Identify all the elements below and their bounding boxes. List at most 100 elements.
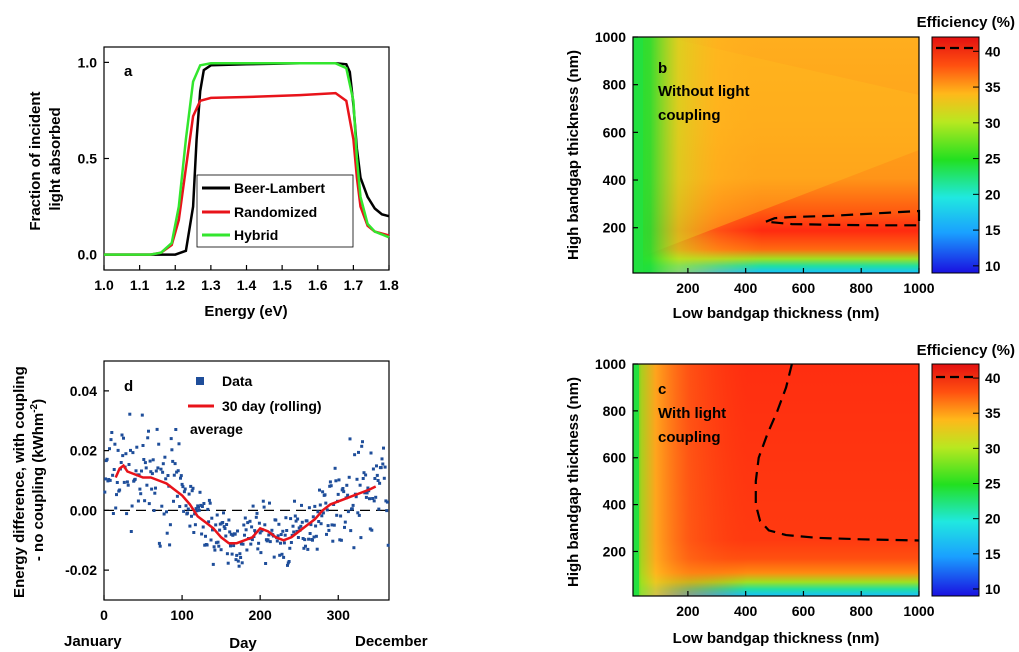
x-tick-label: 1.2	[166, 277, 186, 293]
panel-d-y-axis-label: Energy difference, with coupling - no co…	[11, 362, 47, 598]
data-point	[275, 539, 279, 543]
panel-c-plot-area	[632, 363, 920, 597]
data-point	[255, 511, 259, 515]
data-point	[211, 528, 214, 532]
data-point	[331, 539, 335, 543]
data-point	[217, 544, 221, 548]
data-point	[372, 499, 376, 503]
data-point	[351, 503, 355, 507]
data-point	[141, 444, 145, 447]
colorbar-tick-label: 25	[985, 151, 1001, 167]
y-tick-label: 0.5	[78, 151, 98, 167]
y-tick-label: 1000	[595, 356, 626, 372]
data-point	[165, 510, 168, 514]
data-point	[135, 445, 139, 449]
data-point	[377, 507, 381, 511]
data-point	[201, 525, 205, 529]
panel-d-january-label: January	[64, 633, 122, 650]
data-point	[145, 483, 149, 487]
data-point	[182, 509, 186, 513]
data-point	[361, 477, 365, 480]
data-point	[181, 485, 185, 489]
data-point	[306, 547, 310, 551]
data-point	[382, 446, 385, 450]
series-line-randomized	[104, 91, 390, 256]
data-point	[346, 493, 350, 497]
panel-b-colorbar-ticks: 10 15 20 25 30 35 40	[973, 43, 1001, 274]
data-point	[284, 516, 288, 520]
data-point	[294, 519, 298, 523]
data-point	[218, 522, 222, 526]
data-point	[164, 477, 168, 481]
data-point	[339, 538, 343, 542]
data-point	[301, 537, 305, 540]
data-point	[168, 543, 172, 547]
data-point	[244, 528, 248, 532]
panel-d-y-ticks: -0.02 0.00 0.02 0.04	[65, 383, 109, 578]
x-tick-label: 1.3	[201, 277, 221, 293]
data-point	[357, 513, 361, 517]
data-point	[251, 504, 255, 508]
data-point	[202, 502, 206, 505]
data-point	[363, 491, 367, 495]
x-tick-label: 1000	[903, 603, 934, 619]
legend-label-beer-lambert: Beer-Lambert	[234, 180, 325, 196]
data-point	[243, 516, 247, 520]
data-point	[291, 524, 295, 528]
data-point	[282, 555, 286, 559]
data-point	[349, 529, 353, 533]
legend-label-randomized: Randomized	[234, 204, 317, 220]
data-point	[147, 502, 151, 506]
data-point	[160, 504, 164, 508]
data-point	[300, 503, 303, 507]
data-point	[296, 517, 300, 521]
data-point	[370, 528, 374, 532]
data-point	[258, 531, 262, 535]
data-point	[179, 474, 183, 478]
data-point	[175, 470, 179, 474]
data-point	[319, 522, 323, 526]
data-point	[231, 533, 235, 537]
data-point	[332, 523, 336, 527]
panel-c-colorbar	[931, 363, 980, 597]
data-point	[232, 544, 236, 548]
data-point	[257, 541, 261, 545]
data-point	[222, 525, 226, 529]
data-point	[109, 438, 113, 442]
data-point	[339, 514, 343, 518]
data-point	[243, 533, 246, 537]
x-tick-label: 0	[100, 607, 108, 623]
x-tick-label: 1.6	[308, 277, 328, 293]
data-point	[154, 469, 158, 473]
data-point	[374, 495, 378, 499]
x-tick-label: 300	[327, 607, 351, 623]
data-point	[158, 544, 162, 548]
data-point	[128, 412, 132, 416]
data-point	[250, 538, 254, 542]
data-point	[113, 442, 117, 446]
data-point	[256, 547, 260, 551]
data-point	[151, 458, 155, 462]
data-point	[126, 483, 130, 487]
data-point	[192, 531, 196, 534]
data-point	[206, 507, 210, 511]
data-point	[104, 477, 108, 481]
data-point	[144, 466, 148, 470]
colorbar-tick-label: 40	[985, 370, 1001, 386]
panel-c-colorbar-title: Efficiency (%)	[917, 342, 1015, 359]
data-point	[333, 466, 337, 470]
legend-label-data: Data	[222, 373, 253, 389]
data-point	[184, 504, 188, 508]
data-point	[302, 546, 306, 550]
data-point	[276, 534, 280, 538]
data-point	[200, 505, 204, 508]
data-point	[143, 499, 147, 503]
data-point	[352, 546, 356, 550]
colorbar-tick-label: 35	[985, 405, 1001, 421]
data-point	[173, 462, 177, 466]
data-point	[235, 553, 239, 557]
y-tick-label: 1.0	[78, 54, 98, 70]
data-point	[383, 465, 387, 469]
data-point	[369, 451, 373, 455]
data-point	[111, 512, 115, 515]
